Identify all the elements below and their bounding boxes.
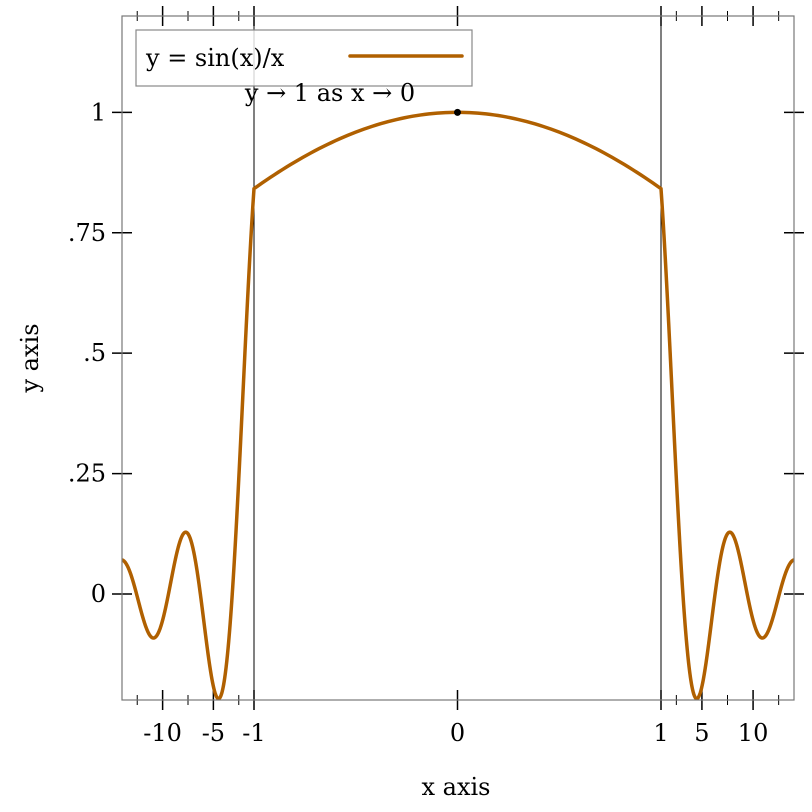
- x-tick-label: -10: [143, 719, 182, 747]
- series-line-sinx-over-x: [121, 110, 795, 701]
- y-tick-label: .25: [68, 460, 106, 488]
- x-axis-label: x axis: [422, 773, 491, 801]
- limit-point: [454, 108, 461, 116]
- x-tick-label: -1: [242, 719, 265, 747]
- y-tick-label: .5: [83, 339, 106, 367]
- y-axis-label: y axis: [16, 323, 44, 393]
- y-tick-label: 0: [91, 580, 106, 608]
- plot-frame: [121, 15, 795, 701]
- x-tick-label: 1: [653, 719, 668, 747]
- y-tick-label: .75: [68, 219, 106, 247]
- x-tick-label: 5: [694, 719, 709, 747]
- x-tick-label: -5: [202, 719, 225, 747]
- y-tick-label: 1: [91, 98, 106, 126]
- legend-label: y = sin(x)/x: [145, 44, 285, 72]
- point-label: y → 1 as x → 0: [244, 79, 415, 107]
- legend: y = sin(x)/x: [135, 29, 473, 87]
- x-tick-label: 10: [738, 719, 769, 747]
- x-tick-label: 0: [450, 719, 465, 747]
